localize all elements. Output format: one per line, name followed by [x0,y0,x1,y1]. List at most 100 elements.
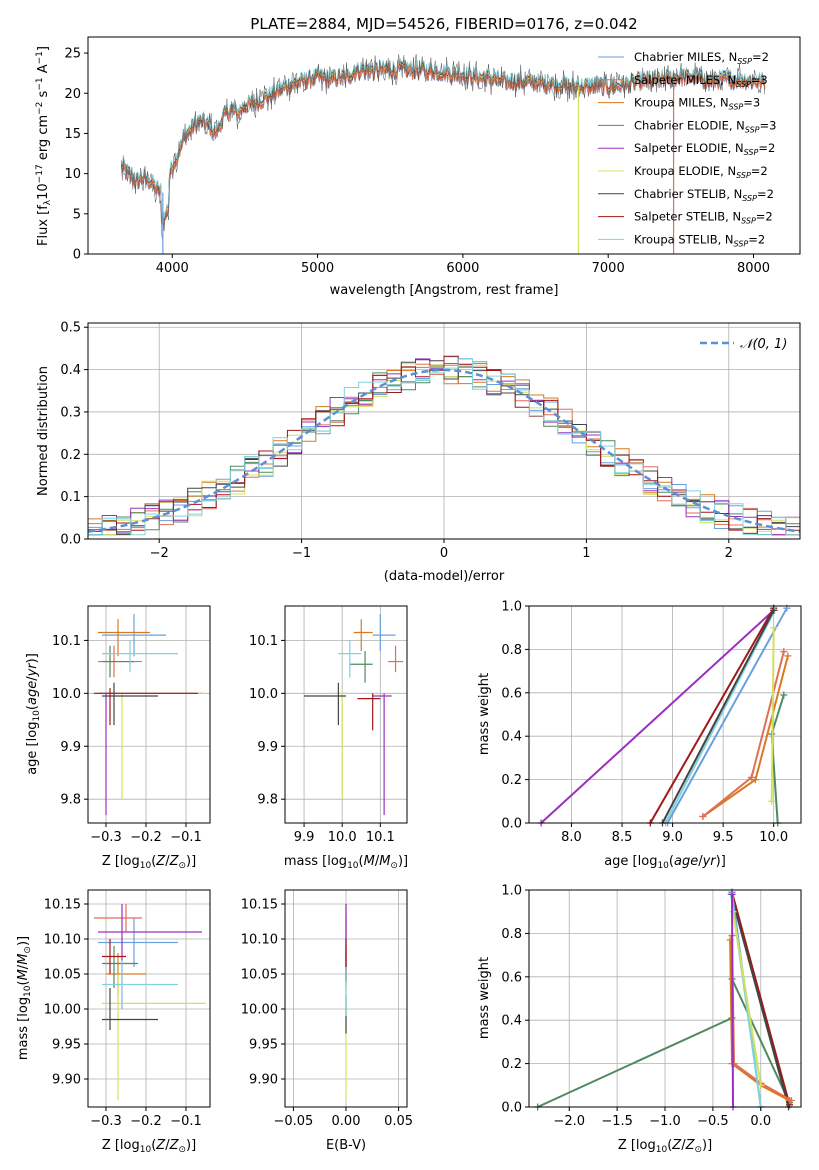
weight-vs-Z-panel: −2.0 −1.5 −1.0 −0.5 0.0 0.0 0.2 0.4 0.6 0.8 1.0 Z … [477,884,802,1155]
residuals-ytick-label: 0.1 [60,490,81,505]
residuals-xtick-label: 1 [582,546,590,561]
age-vs-mass-point-3 [349,650,373,683]
legend-label-1: Salpeter MILES, NSSP=3 [634,73,768,89]
age-vs-mass-xtick-label: 10.1 [366,830,395,845]
residuals-ytick-label: 0.4 [60,363,81,378]
mass-vs-Z-point-6 [102,988,158,1030]
residuals-xlabel: (data-model)/error [384,569,505,584]
weight-vs-Z-marker-8-0 [728,890,736,898]
mass-vs-Z-ytick-label: 10.00 [44,1003,81,1018]
age-vs-mass-ytick-label: 9.9 [257,740,278,755]
weight-vs-age-xlabel: age [log10(age/yr)] [604,854,726,871]
weight-vs-age-marker-4-1 [770,606,778,614]
weight-vs-Z-xtick-label: −1.5 [601,1114,633,1129]
residuals-ytick-label: 0.2 [60,448,81,463]
mass-vs-EBV-ytick-label: 10.05 [241,968,278,983]
age-vs-mass-xtick-label: 10.0 [328,830,357,845]
spectrum-ytick-label: 5 [73,207,81,222]
age-vs-mass-point-1 [387,645,404,673]
weight-vs-age-line-0 [666,607,788,824]
weight-vs-Z-marker-7-1 [757,1081,765,1089]
weight-vs-Z-line-1 [731,891,791,1106]
mass-vs-Z-xtick-label: −0.1 [170,1114,202,1129]
mass-vs-EBV-ytick-label: 9.95 [249,1038,278,1053]
weight-vs-Z-line-8 [731,894,734,1108]
age-vs-mass-point-6 [304,682,346,726]
weight-vs-age-xtick-label: 9.0 [662,830,683,845]
residuals-xtick-label: −1 [292,546,311,561]
age-vs-mass-point-4 [372,693,392,816]
weight-vs-age-ytick-label: 0.2 [501,773,522,788]
weight-vs-age-panel: 8.0 8.5 9.0 9.5 10.0 0.0 0.2 0.4 0.6 0.8 1.0 age [… [477,600,802,871]
mass-vs-Z-ytick-label: 10.15 [44,898,81,913]
legend-label-8: Kroupa STELIB, NSSP=2 [634,232,765,248]
mass-vs-Z-ytick-label: 9.90 [52,1073,81,1088]
mass-vs-EBV-panel: −0.05 0.00 0.05 9.90 9.95 10.00 10.05 10.10 10.1… [241,889,413,1153]
age-vs-Z-point-8 [102,640,178,673]
spectrum-legend: Chabrier MILES, NSSP=2 Salpeter MILES, NS… [598,50,776,248]
mass-vs-EBV-xtick-label: 0.00 [332,1114,361,1129]
age-vs-mass-point-8 [338,640,362,678]
mass-vs-Z-point-3 [102,946,138,988]
weight-vs-age-xtick-label: 8.0 [561,830,582,845]
spectrum-ytick-label: 15 [64,127,81,142]
weight-vs-Z-xtick-label: 0.0 [750,1114,771,1129]
weight-vs-age-xtick-label: 10.0 [759,830,788,845]
age-vs-Z-point-3 [102,645,134,678]
mass-vs-Z-ytick-label: 9.95 [52,1038,81,1053]
weight-vs-Z-line-2 [730,894,790,1108]
spectrum-xtick-label: 6000 [446,261,479,276]
weight-vs-Z-ytick-label: 0.4 [501,1014,522,1029]
age-vs-Z-ytick-label: 9.9 [60,740,81,755]
mass-vs-Z-point-7 [102,939,126,974]
age-vs-Z-xtick-label: −0.2 [130,830,162,845]
mass-vs-Z-point-0 [98,918,178,967]
spectrum-panel: 4000 5000 6000 7000 8000 0 5 10 15 20 25 wavelengt… [35,36,801,298]
age-vs-mass-point-2 [353,619,373,651]
weight-vs-Z-ylabel: mass weight [477,957,492,1039]
weight-vs-age-line-2 [649,607,775,824]
age-vs-Z-point-7 [94,688,198,726]
weight-vs-age-marker-6-2 [780,648,788,656]
weight-vs-age-marker-5-2 [784,652,792,660]
age-vs-mass-ytick-label: 10.0 [249,687,278,702]
age-vs-Z-xtick-label: −0.3 [90,830,122,845]
spectrum-xtick-label: 7000 [592,261,625,276]
legend-label-3: Chabrier ELODIE, NSSP=3 [634,118,776,134]
age-vs-mass-point-0 [372,613,396,651]
weight-vs-Z-line-7 [732,911,762,1086]
spectrum-data [121,54,766,239]
mass-vs-Z-xtick-label: −0.2 [130,1114,162,1129]
mass-vs-EBV-ytick-label: 10.15 [241,898,278,913]
weight-vs-age-ytick-label: 0.4 [501,730,522,745]
age-vs-mass-panel: 9.9 10.0 10.1 9.8 9.9 10.0 10.1 mass [log10(M/… [249,605,408,871]
spectrum-series-1 [121,64,766,226]
legend-label-5: Kroupa ELODIE, NSSP=2 [634,164,768,180]
spectrum-xlabel: wavelength [Angstrom, rest frame] [330,283,559,298]
age-vs-Z-panel: −0.3 −0.2 −0.1 9.8 9.9 10.0 10.1 Z [log10(Z/Z⊙… [25,605,211,871]
weight-vs-age-marker-8-1 [770,624,778,632]
weight-vs-Z-ytick-label: 0.2 [501,1057,522,1072]
age-vs-Z-ytick-label: 9.8 [60,793,81,808]
age-vs-mass-ytick-label: 10.1 [249,634,278,649]
age-vs-Z-xtick-label: −0.1 [170,830,202,845]
weight-vs-age-ytick-label: 0.8 [501,643,522,658]
mass-vs-Z-point-1 [94,904,142,932]
weight-vs-age-ytick-label: 0.0 [501,817,522,832]
residuals-panel: −2 −1 0 1 2 0.0 0.1 0.2 0.3 0.4 0.5 (data-model)/e… [36,321,801,584]
mass-vs-Z-point-8 [102,960,178,1009]
mass-vs-EBV-xtick-label: −0.05 [273,1114,313,1129]
residuals-xtick-label: −2 [150,546,169,561]
weight-vs-Z-marker-4-1 [730,1060,738,1068]
mass-vs-Z-ytick-label: 10.10 [44,933,81,948]
mass-vs-Z-xlabel: Z [log10(Z/Z⊙)] [102,1138,196,1155]
age-vs-Z-point-6 [102,682,158,726]
weight-vs-age-line-8 [770,627,775,802]
weight-vs-Z-line-3 [729,939,790,1102]
residuals-xtick-label: 2 [725,546,733,561]
residuals-ytick-label: 0.0 [60,533,81,548]
weight-vs-age-line-1 [540,609,775,824]
weight-vs-Z-ytick-label: 0.8 [501,927,522,942]
mass-vs-Z-ytick-label: 10.05 [44,968,81,983]
age-vs-Z-ytick-label: 10.1 [52,634,81,649]
